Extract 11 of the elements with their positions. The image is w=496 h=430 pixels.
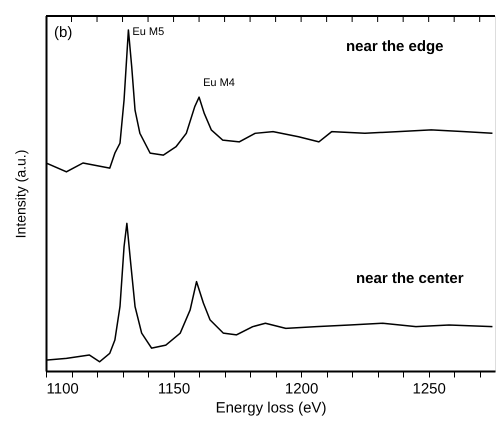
- annotation: Eu M4: [203, 77, 235, 90]
- x-tick-label: 1100: [46, 380, 79, 398]
- annotation: (b): [54, 24, 72, 41]
- legend-label: near the edge: [346, 38, 444, 55]
- y-axis-title: Intensity (a.u.): [12, 150, 28, 238]
- text: near the center: [356, 270, 464, 287]
- x-tick-label: 1200: [284, 380, 318, 398]
- x-tick-label: 1150: [158, 380, 190, 398]
- x-tick-label: 1250: [412, 380, 446, 398]
- annotation: Eu M5: [132, 26, 164, 38]
- x-axis-title: Energy loss (eV): [216, 400, 326, 416]
